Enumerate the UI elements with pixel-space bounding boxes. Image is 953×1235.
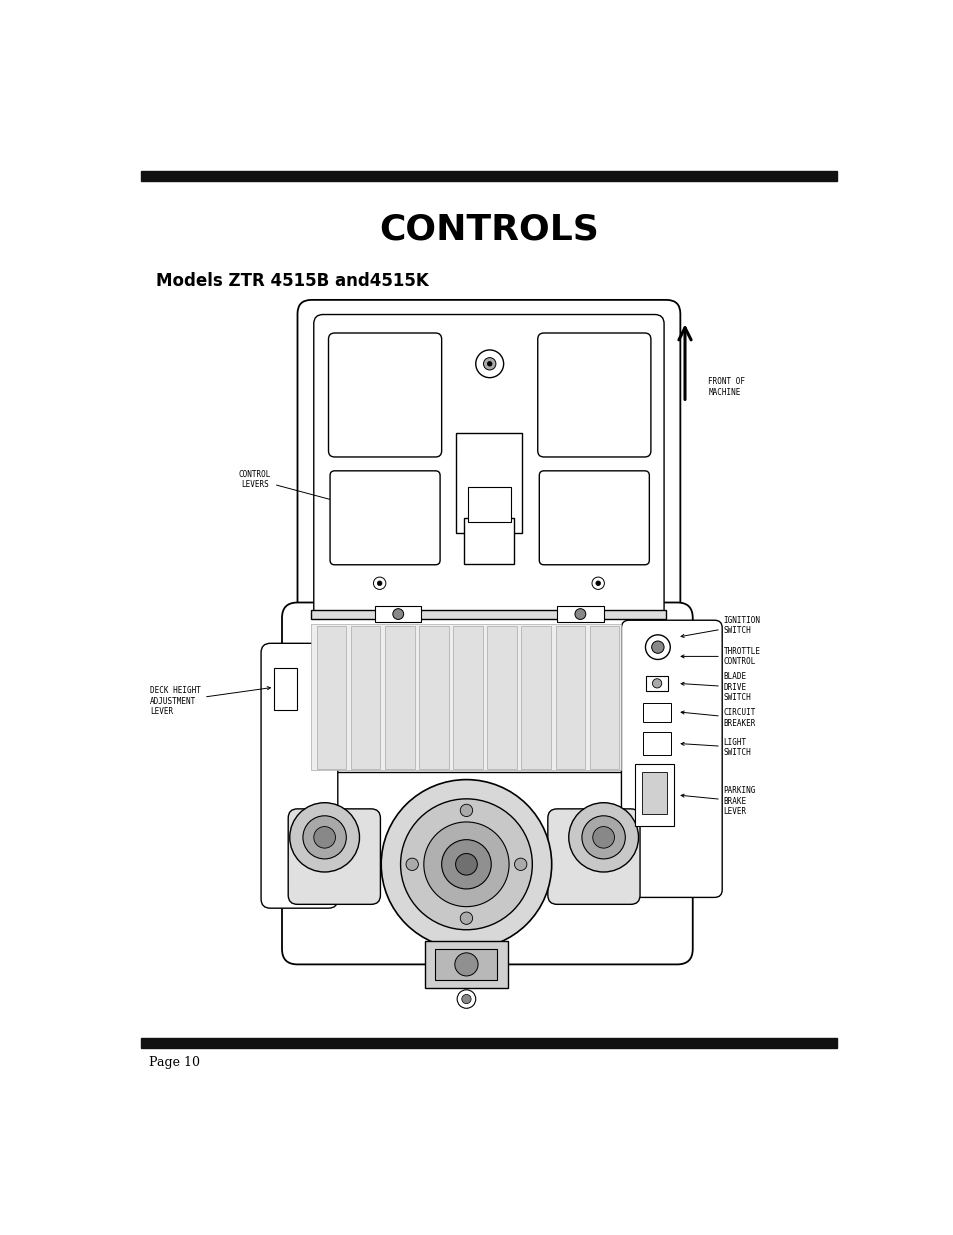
Bar: [418, 626, 448, 769]
Circle shape: [483, 358, 496, 370]
Text: LIGHT
SWITCH: LIGHT SWITCH: [680, 737, 751, 757]
Bar: [435, 948, 497, 979]
Circle shape: [381, 779, 551, 948]
Circle shape: [455, 953, 477, 976]
FancyBboxPatch shape: [620, 620, 721, 898]
Circle shape: [441, 840, 491, 889]
Bar: [351, 626, 380, 769]
Circle shape: [459, 911, 472, 924]
Circle shape: [406, 858, 418, 871]
Bar: [642, 732, 670, 755]
Circle shape: [652, 679, 661, 688]
Circle shape: [487, 362, 492, 366]
Circle shape: [568, 803, 638, 872]
Bar: [456, 433, 521, 534]
Bar: [642, 703, 670, 721]
FancyBboxPatch shape: [314, 315, 663, 618]
Circle shape: [377, 580, 381, 585]
Circle shape: [514, 858, 526, 871]
Circle shape: [476, 350, 503, 378]
Bar: [311, 624, 620, 771]
Bar: [141, 1037, 836, 1047]
Circle shape: [423, 823, 509, 906]
Bar: [641, 772, 666, 814]
Bar: [468, 487, 510, 521]
Text: Page 10: Page 10: [149, 1056, 199, 1070]
Circle shape: [400, 799, 532, 930]
Text: IGNITION
SWITCH: IGNITION SWITCH: [680, 616, 760, 637]
Text: BLADE
DRIVE
SWITCH: BLADE DRIVE SWITCH: [680, 672, 751, 703]
FancyBboxPatch shape: [288, 809, 380, 904]
Text: DECK HEIGHT
ADJUSTMENT
LEVER: DECK HEIGHT ADJUSTMENT LEVER: [150, 687, 270, 716]
FancyBboxPatch shape: [297, 300, 679, 627]
Text: CIRCUIT
BREAKER: CIRCUIT BREAKER: [680, 709, 756, 727]
FancyBboxPatch shape: [328, 333, 441, 457]
Circle shape: [596, 580, 599, 585]
Circle shape: [459, 804, 472, 816]
Bar: [635, 764, 674, 826]
Circle shape: [645, 635, 670, 659]
Text: Models ZTR 4515B and4515K: Models ZTR 4515B and4515K: [156, 272, 429, 290]
Circle shape: [303, 816, 346, 858]
FancyBboxPatch shape: [537, 333, 650, 457]
Text: CONTROL
LEVERS: CONTROL LEVERS: [238, 469, 352, 506]
Bar: [311, 610, 666, 620]
Bar: [555, 626, 584, 769]
Text: CONTROLS: CONTROLS: [378, 212, 598, 246]
FancyBboxPatch shape: [282, 603, 692, 965]
Bar: [589, 626, 618, 769]
Circle shape: [581, 816, 624, 858]
Bar: [425, 941, 507, 988]
Bar: [557, 606, 603, 621]
FancyBboxPatch shape: [261, 643, 337, 908]
Circle shape: [461, 994, 471, 1004]
Bar: [141, 172, 836, 182]
Circle shape: [651, 641, 663, 653]
FancyBboxPatch shape: [538, 471, 649, 564]
Text: THROTTLE
CONTROL: THROTTLE CONTROL: [680, 647, 760, 666]
Bar: [521, 626, 550, 769]
Text: PARKING
BRAKE
LEVER: PARKING BRAKE LEVER: [680, 787, 756, 816]
Bar: [645, 676, 667, 692]
Text: FRONT OF
MACHINE: FRONT OF MACHINE: [707, 377, 744, 396]
Circle shape: [592, 826, 614, 848]
Circle shape: [393, 609, 403, 620]
Bar: [316, 626, 346, 769]
Circle shape: [592, 577, 604, 589]
Bar: [464, 517, 514, 564]
Circle shape: [456, 989, 476, 1008]
Bar: [453, 626, 482, 769]
Bar: [487, 626, 517, 769]
FancyBboxPatch shape: [330, 471, 439, 564]
Circle shape: [456, 853, 476, 876]
Bar: [375, 606, 421, 621]
Circle shape: [373, 577, 385, 589]
Bar: [385, 626, 415, 769]
Circle shape: [290, 803, 359, 872]
FancyBboxPatch shape: [547, 809, 639, 904]
Circle shape: [314, 826, 335, 848]
Bar: [274, 668, 297, 710]
Circle shape: [575, 609, 585, 620]
